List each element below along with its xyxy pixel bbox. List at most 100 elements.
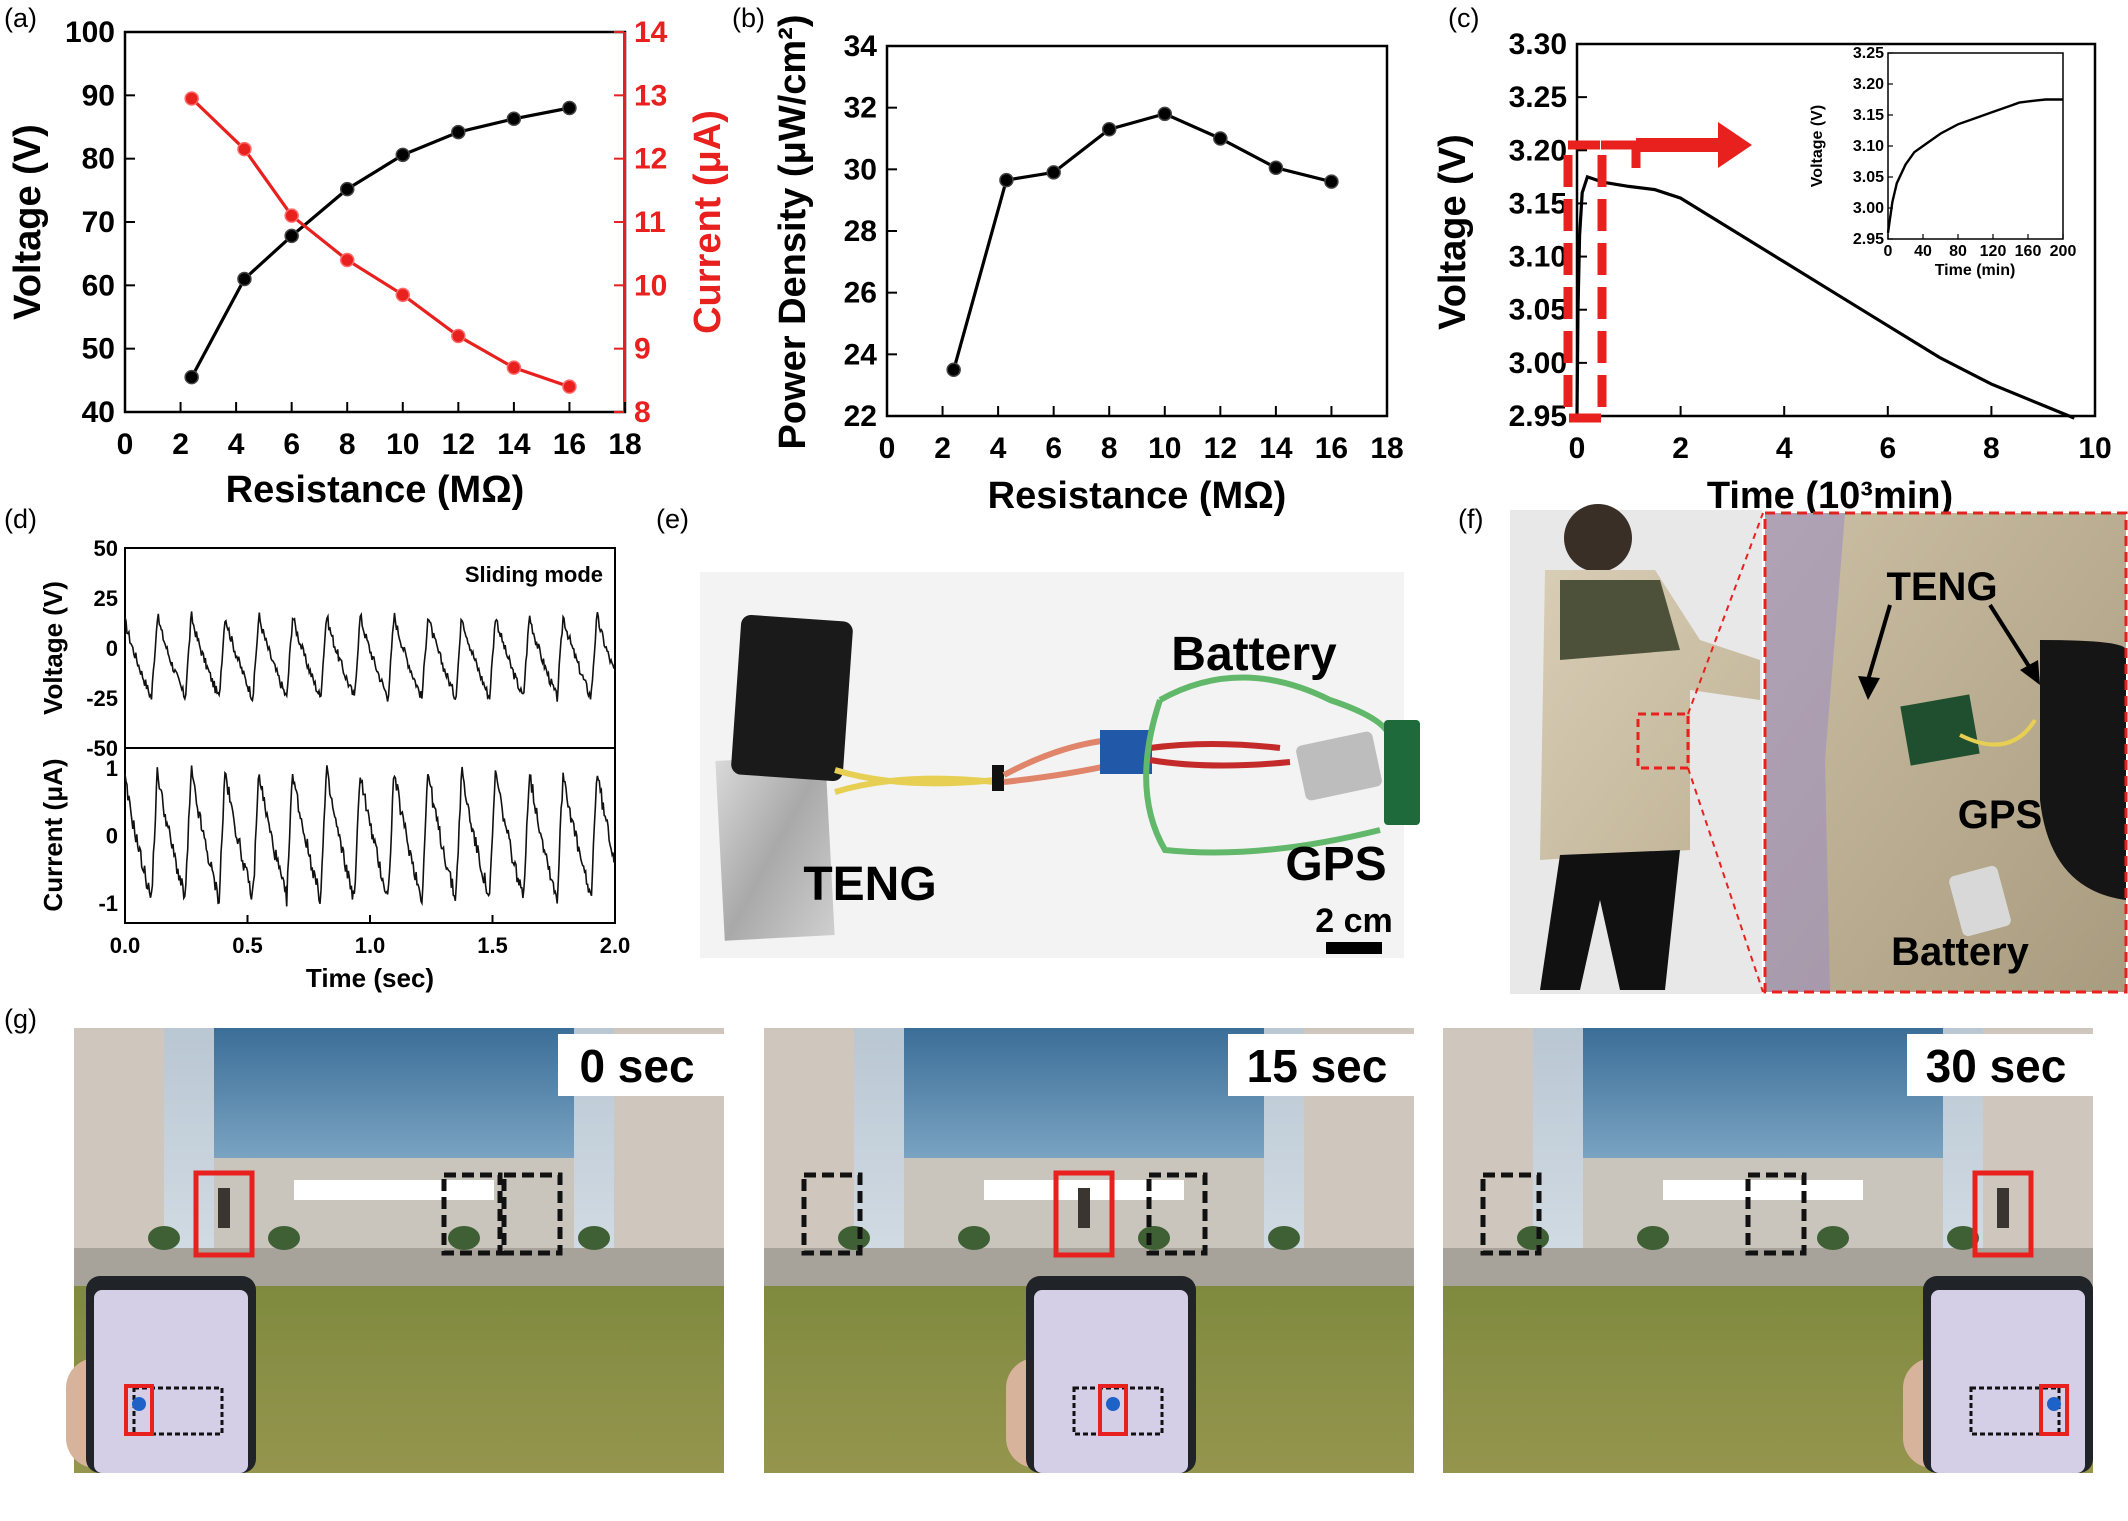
chart-d-bottom-y-tick-label: 0	[106, 824, 118, 849]
photo-f-person-trousers	[1540, 850, 1680, 990]
chart-a-y2label: Current (μA)	[687, 110, 729, 334]
photo-f-arrow-right	[1988, 603, 2032, 670]
chart-d-ticks: 0.0 0.5 1.0 1.5 2.0 50 25 0 -25 -501 0 -1	[86, 536, 630, 958]
photo-g-planter	[1947, 1226, 1979, 1250]
photo-g-phone-location-marker	[2039, 1384, 2069, 1436]
photo-e-antenna-wire	[1143, 674, 1393, 856]
chart-d-x-tick-label: 1.5	[477, 933, 508, 958]
photo-f-arrow-right-head	[2020, 660, 2040, 685]
chart-c-y-tick-label: 3.10	[1509, 241, 1567, 274]
photo-g-previous-marker	[501, 1172, 563, 1256]
photo-g-previous-marker	[801, 1172, 863, 1256]
chart-a-current-line	[190, 97, 570, 389]
chart-b-x-tick-label: 18	[1370, 432, 1403, 465]
chart-a-frame	[123, 30, 627, 414]
chart-c-inset-y-tick-label: 3.20	[1853, 76, 1884, 93]
chart-a-x-tick-label: 2	[172, 428, 189, 461]
chart-d: (d) Sliding mode 0.0 0.5 1.0 1.5 2.0 50 25 0 -25…	[4, 504, 630, 993]
chart-a-current-point	[395, 287, 411, 303]
photo-g-frame-2: 30 sec	[1443, 1028, 2093, 1473]
chart-b-power-point	[1157, 106, 1173, 122]
photo-g-phone-location-marker	[1098, 1384, 1128, 1436]
photo-f-zoom-frame	[1763, 511, 2128, 994]
photo-g-phone-location-pin	[2047, 1397, 2061, 1411]
photo-g-planter	[1138, 1226, 1170, 1250]
chart-a-y-tick-label: 70	[82, 206, 115, 239]
photo-g-walking-person	[218, 1188, 230, 1228]
chart-a-voltage-point	[339, 181, 355, 197]
chart-a-y-tick-label: 60	[82, 269, 115, 302]
chart-b-y-tick-label: 26	[844, 277, 877, 310]
chart-a-current-point	[451, 328, 466, 344]
photo-g-planter	[148, 1226, 180, 1250]
photo-g-entrance	[214, 1158, 574, 1248]
photo-f-zoom-line-top	[1687, 512, 1764, 715]
chart-c-y-tick-label: 3.25	[1509, 81, 1567, 114]
chart-c-x-tick-label: 2	[1672, 432, 1689, 465]
chart-d-x-tick-label: 0.5	[232, 933, 263, 958]
panel-letter-g: (g)	[4, 1004, 37, 1034]
chart-a-y-tick-label: 90	[82, 79, 115, 112]
photo-g-frame-1: 15 sec	[764, 1028, 1414, 1473]
chart-c-inset-x-tick-label: 200	[2050, 243, 2077, 260]
photo-g-phone-map	[1034, 1290, 1188, 1473]
chart-b-y-ticks: 22 24 26 28 30 32 34	[844, 30, 897, 433]
chart-d-top-y-tick-label: 50	[94, 536, 118, 561]
chart-c-x-tick-label: 4	[1776, 432, 1793, 465]
chart-a-current-point	[284, 208, 299, 223]
chart-a-x-tick-label: 18	[608, 428, 641, 461]
panel-letter-a: (a)	[4, 3, 37, 33]
photo-g-planter	[958, 1226, 990, 1250]
photo-g-phone-map	[1931, 1290, 2085, 1473]
chart-b-x-tick-label: 4	[990, 432, 1007, 465]
chart-c-y-tick-label: 3.00	[1509, 347, 1567, 380]
chart-b-x-tick-label: 12	[1204, 432, 1237, 465]
photo-g-walking-person	[1078, 1188, 1090, 1228]
photo-g-glass-facade	[904, 1028, 1264, 1158]
photo-g-phone-previous-marker	[1969, 1386, 2061, 1436]
chart-c-y-tick-label: 3.05	[1509, 294, 1567, 327]
panel-letter-f: (f)	[1458, 504, 1483, 534]
chart-b-power-point	[1213, 131, 1228, 146]
photo-e-label-gps: GPS	[1285, 838, 1386, 891]
chart-a-voltage-point	[451, 124, 466, 140]
chart-a-current-point	[237, 141, 252, 157]
photo-e-wires-yellow	[834, 767, 996, 795]
photo-g-planter	[1637, 1226, 1669, 1250]
chart-d-series	[124, 611, 615, 907]
chart-d-top-y-tick-label: 25	[94, 586, 118, 611]
chart-a-current-point	[506, 360, 522, 375]
panel-letter-d: (d)	[4, 504, 37, 534]
chart-d-x-tick-label: 0.0	[110, 933, 141, 958]
chart-c-arrow-body	[1636, 138, 1721, 152]
chart-b-power-point	[999, 172, 1014, 188]
chart-b-x-tick-label: 6	[1045, 432, 1062, 465]
chart-a-voltage-point	[184, 369, 199, 385]
photo-g-frame-0: 0 sec	[66, 1028, 724, 1473]
chart-a-y-tick-label: 50	[82, 333, 115, 366]
chart-d-bottom-y-tick-label: 1	[106, 756, 118, 781]
chart-a-voltage-point	[284, 228, 299, 244]
chart-d-current-trace	[124, 765, 615, 907]
chart-a-y2-tick-label: 13	[634, 79, 667, 112]
chart-a-x-tick-label: 8	[339, 428, 356, 461]
photo-g-previous-marker	[1745, 1172, 1807, 1256]
chart-a-series	[184, 91, 577, 394]
chart-a-y2-ticks: 8 9 10 11 12 13 14	[614, 16, 668, 429]
photo-f-zoom-battery	[1949, 865, 2011, 937]
chart-b-x-tick-label: 16	[1315, 432, 1348, 465]
chart-c-y-tick-label: 3.30	[1509, 28, 1567, 61]
chart-a-x-tick-label: 14	[497, 428, 531, 461]
photo-g-banner	[294, 1180, 494, 1200]
photo-e-label-teng: TENG	[803, 858, 936, 911]
chart-b-y-tick-label: 30	[844, 153, 877, 186]
photo-f-arrow-left	[1866, 604, 1892, 681]
photo-g-time-box	[1907, 1034, 2093, 1096]
photo-e: (e) Battery TENG GPS 2 cm	[656, 504, 1420, 958]
chart-a-y2-tick-label: 10	[634, 269, 667, 302]
chart-d-annotation: Sliding mode	[465, 562, 603, 587]
chart-b-y-tick-label: 24	[844, 338, 878, 371]
chart-c-inset-ylabel: Voltage (V)	[1809, 105, 1826, 187]
photo-g-time-label: 30 sec	[1926, 1040, 2067, 1092]
photo-g-previous-marker	[1146, 1172, 1208, 1256]
